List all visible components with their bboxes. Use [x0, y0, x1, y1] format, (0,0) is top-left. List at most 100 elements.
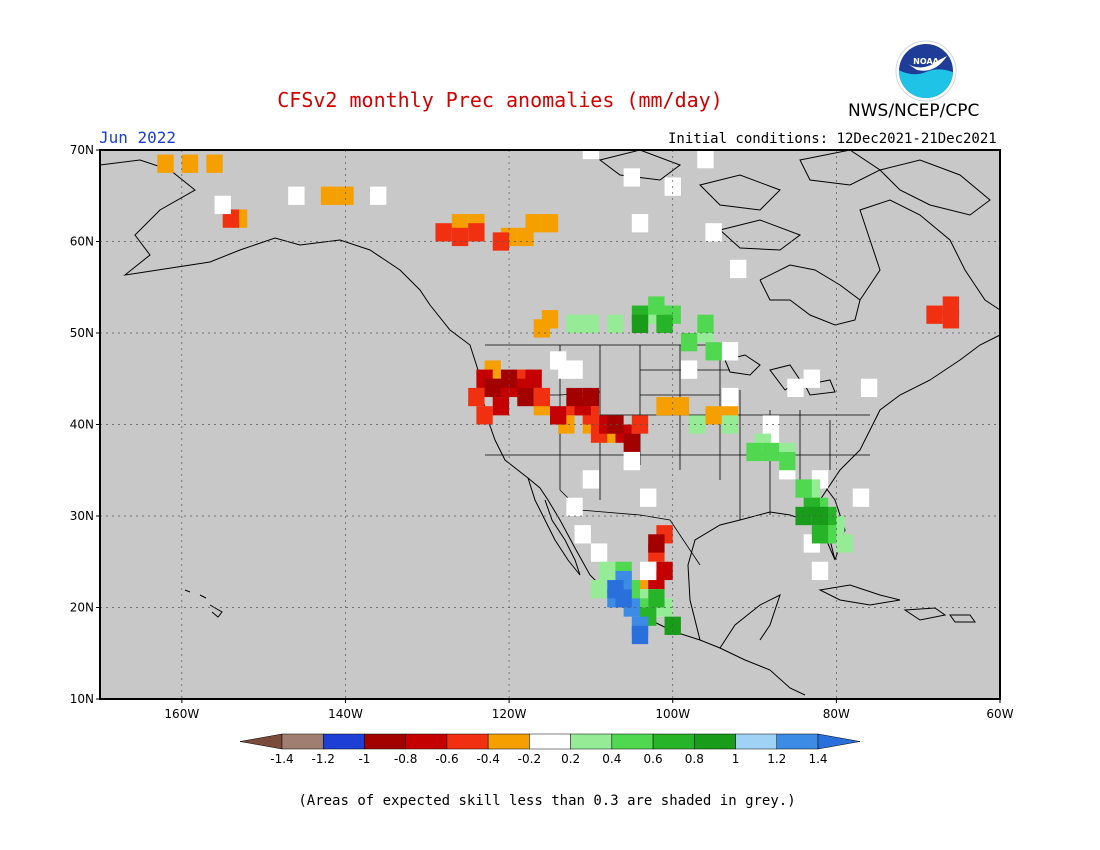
anomaly-region-3 [484, 369, 665, 553]
anomaly-cell [590, 580, 608, 599]
anomaly-cell [640, 488, 657, 507]
anomaly-cell [689, 415, 706, 434]
anomaly-cell [631, 314, 649, 333]
anomaly-cell [811, 561, 829, 581]
coastline-1 [527, 477, 581, 576]
colorbar-label: 0.2 [561, 752, 580, 766]
lon-tick-label: 140W [328, 707, 363, 721]
noaa-logo: NOAA [895, 40, 957, 102]
colorbar-swatch [611, 733, 654, 750]
anomaly-cell [533, 387, 550, 407]
colorbar-label: 0.6 [644, 752, 663, 766]
colorbar-swatch [446, 733, 489, 750]
anomaly-cell [697, 314, 714, 333]
colorbar-label: 1.4 [808, 752, 827, 766]
anomaly-cell [860, 378, 878, 398]
coastline-17 [949, 614, 976, 623]
anomaly-cell [836, 534, 853, 553]
anomaly-cell [582, 314, 600, 333]
anomaly-cell [648, 296, 665, 315]
anomaly-cell [631, 625, 649, 645]
anomaly-cell [320, 186, 338, 205]
anomaly-cell [599, 561, 616, 581]
anomaly-cell [640, 561, 657, 581]
coastline-6 [598, 149, 682, 181]
colorbar-label: 0.4 [602, 752, 621, 766]
anomaly-cell [656, 314, 673, 333]
anomaly-cell [370, 186, 387, 205]
anomaly-cell [705, 223, 722, 242]
anomaly-cell [288, 186, 305, 205]
anomaly-cell [157, 154, 174, 173]
anomaly-cell [468, 223, 485, 242]
anomaly-cell [697, 150, 714, 169]
anomaly-cell [492, 397, 510, 416]
anomaly-cell [942, 310, 960, 329]
lat-tick-label: 30N [70, 509, 94, 523]
anomaly-cell [852, 488, 870, 507]
anomaly-cell [566, 497, 583, 516]
anomaly-cell [721, 342, 739, 361]
colorbar-swatch [652, 733, 695, 750]
anomaly-cell [468, 387, 485, 407]
anomaly-cell [762, 415, 780, 434]
anomaly-cell [615, 589, 632, 608]
gridlines [100, 150, 1000, 699]
svg-text:NOAA: NOAA [913, 57, 939, 66]
anomaly-cell [648, 534, 665, 553]
coastline-13 [804, 379, 836, 396]
anomaly-cell [705, 406, 722, 425]
anomaly-cell [214, 195, 231, 215]
coastline-7 [699, 174, 781, 211]
anomaly-cell [730, 259, 747, 279]
lon-tick-label: 60W [986, 707, 1013, 721]
lon-tick-label: 100W [655, 707, 690, 721]
anomaly-cell [721, 387, 739, 407]
anomaly-cell [623, 433, 640, 452]
colorbar-label: -1.2 [312, 752, 335, 766]
anomaly-cell [525, 369, 542, 388]
anomaly-cell [787, 378, 804, 398]
anomaly-cell [623, 451, 640, 471]
colorbar-swatch [735, 733, 778, 750]
anomaly-cell [705, 342, 722, 361]
coastline-10 [879, 159, 991, 216]
colorbar-swatch [405, 733, 448, 750]
anomaly-cell [656, 397, 673, 416]
anomaly-cell [541, 214, 559, 233]
anomaly-cell [623, 168, 640, 187]
anomaly-cell [476, 406, 493, 425]
coastline-3 [719, 594, 781, 649]
coastline-9 [718, 219, 802, 251]
anomaly-cell [648, 589, 665, 608]
lon-tick-label: 160W [164, 707, 199, 721]
colorbar-label: 1.2 [767, 752, 786, 766]
coastline-4 [759, 264, 861, 326]
colorbar-label: -0.8 [394, 752, 417, 766]
anomaly-cell [607, 314, 624, 333]
colorbar-label: -0.4 [476, 752, 499, 766]
anomaly-cell [656, 561, 673, 581]
anomaly-cell [746, 442, 763, 462]
anomaly-cell [484, 378, 501, 398]
anomaly-cell [492, 232, 510, 251]
colorbar-swatch [570, 733, 613, 750]
anomaly-cell [762, 442, 780, 462]
anomaly-cell [574, 525, 591, 544]
colorbar-label: 0.8 [685, 752, 704, 766]
anomaly-cell [435, 223, 452, 242]
anomaly-cell [590, 543, 608, 562]
colorbar-swatch [281, 733, 324, 750]
lon-tick-label: 80W [823, 707, 850, 721]
lat-tick-label: 40N [70, 418, 94, 432]
lat-tick-label: 10N [70, 692, 94, 706]
skill-footnote: (Areas of expected skill less than 0.3 a… [298, 793, 796, 809]
anomaly-cell [533, 319, 550, 338]
anomaly-cell [795, 479, 812, 498]
anomaly-cell [779, 451, 796, 471]
anomaly-region-10 [607, 580, 649, 645]
lat-tick-label: 20N [70, 601, 94, 615]
colorbar-swatch [487, 733, 530, 750]
colorbar: -1.4 -1.2 -1 -0.8 -0.6 -0.4 -0.2 0.2 0.4 0.6 0.8 1 1… [239, 733, 861, 766]
